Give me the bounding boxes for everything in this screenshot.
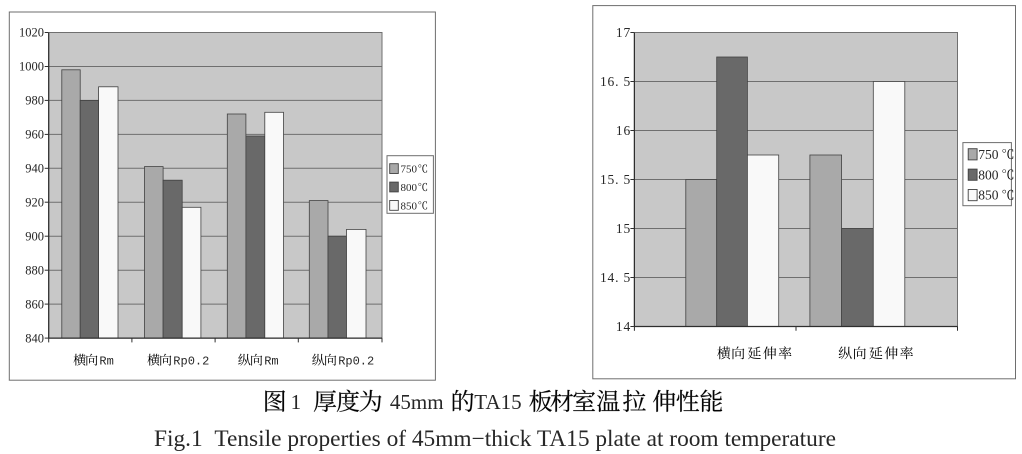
svg-text:Rp0.2: Rp0.2 <box>338 355 374 369</box>
svg-text:850: 850 <box>401 200 418 212</box>
svg-text:Rm: Rm <box>264 355 278 369</box>
svg-text:15: 15 <box>616 221 631 236</box>
svg-text:940: 940 <box>25 162 44 176</box>
svg-text:Rp0.2: Rp0.2 <box>173 355 209 369</box>
svg-text:15. 5: 15. 5 <box>600 172 631 187</box>
svg-text:17: 17 <box>616 25 631 40</box>
svg-text:16: 16 <box>616 123 631 138</box>
svg-text:16. 5: 16. 5 <box>600 74 631 89</box>
svg-text:840: 840 <box>25 331 44 345</box>
svg-text:1000: 1000 <box>19 60 44 74</box>
svg-text:45mm: 45mm <box>390 390 444 414</box>
svg-text:TA15: TA15 <box>474 390 521 414</box>
svg-text:14: 14 <box>616 319 631 334</box>
svg-text:920: 920 <box>25 195 44 209</box>
svg-text:Rm: Rm <box>99 355 113 369</box>
svg-text:860: 860 <box>25 297 44 311</box>
svg-text:900: 900 <box>25 229 44 243</box>
svg-text:1020: 1020 <box>19 26 44 40</box>
svg-text:750: 750 <box>978 147 999 162</box>
svg-text:14. 5: 14. 5 <box>600 270 631 285</box>
svg-text:800: 800 <box>401 182 418 194</box>
svg-text:850: 850 <box>978 188 999 203</box>
svg-text:880: 880 <box>25 263 44 277</box>
svg-text:1: 1 <box>291 390 302 414</box>
svg-text:980: 980 <box>25 94 44 108</box>
svg-text:960: 960 <box>25 128 44 142</box>
svg-text:750: 750 <box>401 164 418 176</box>
svg-text:800: 800 <box>978 167 999 182</box>
svg-text:Fig.1 Tensile properties of 4: Fig.1 Tensile properties of 45mm−thick T… <box>154 426 836 451</box>
